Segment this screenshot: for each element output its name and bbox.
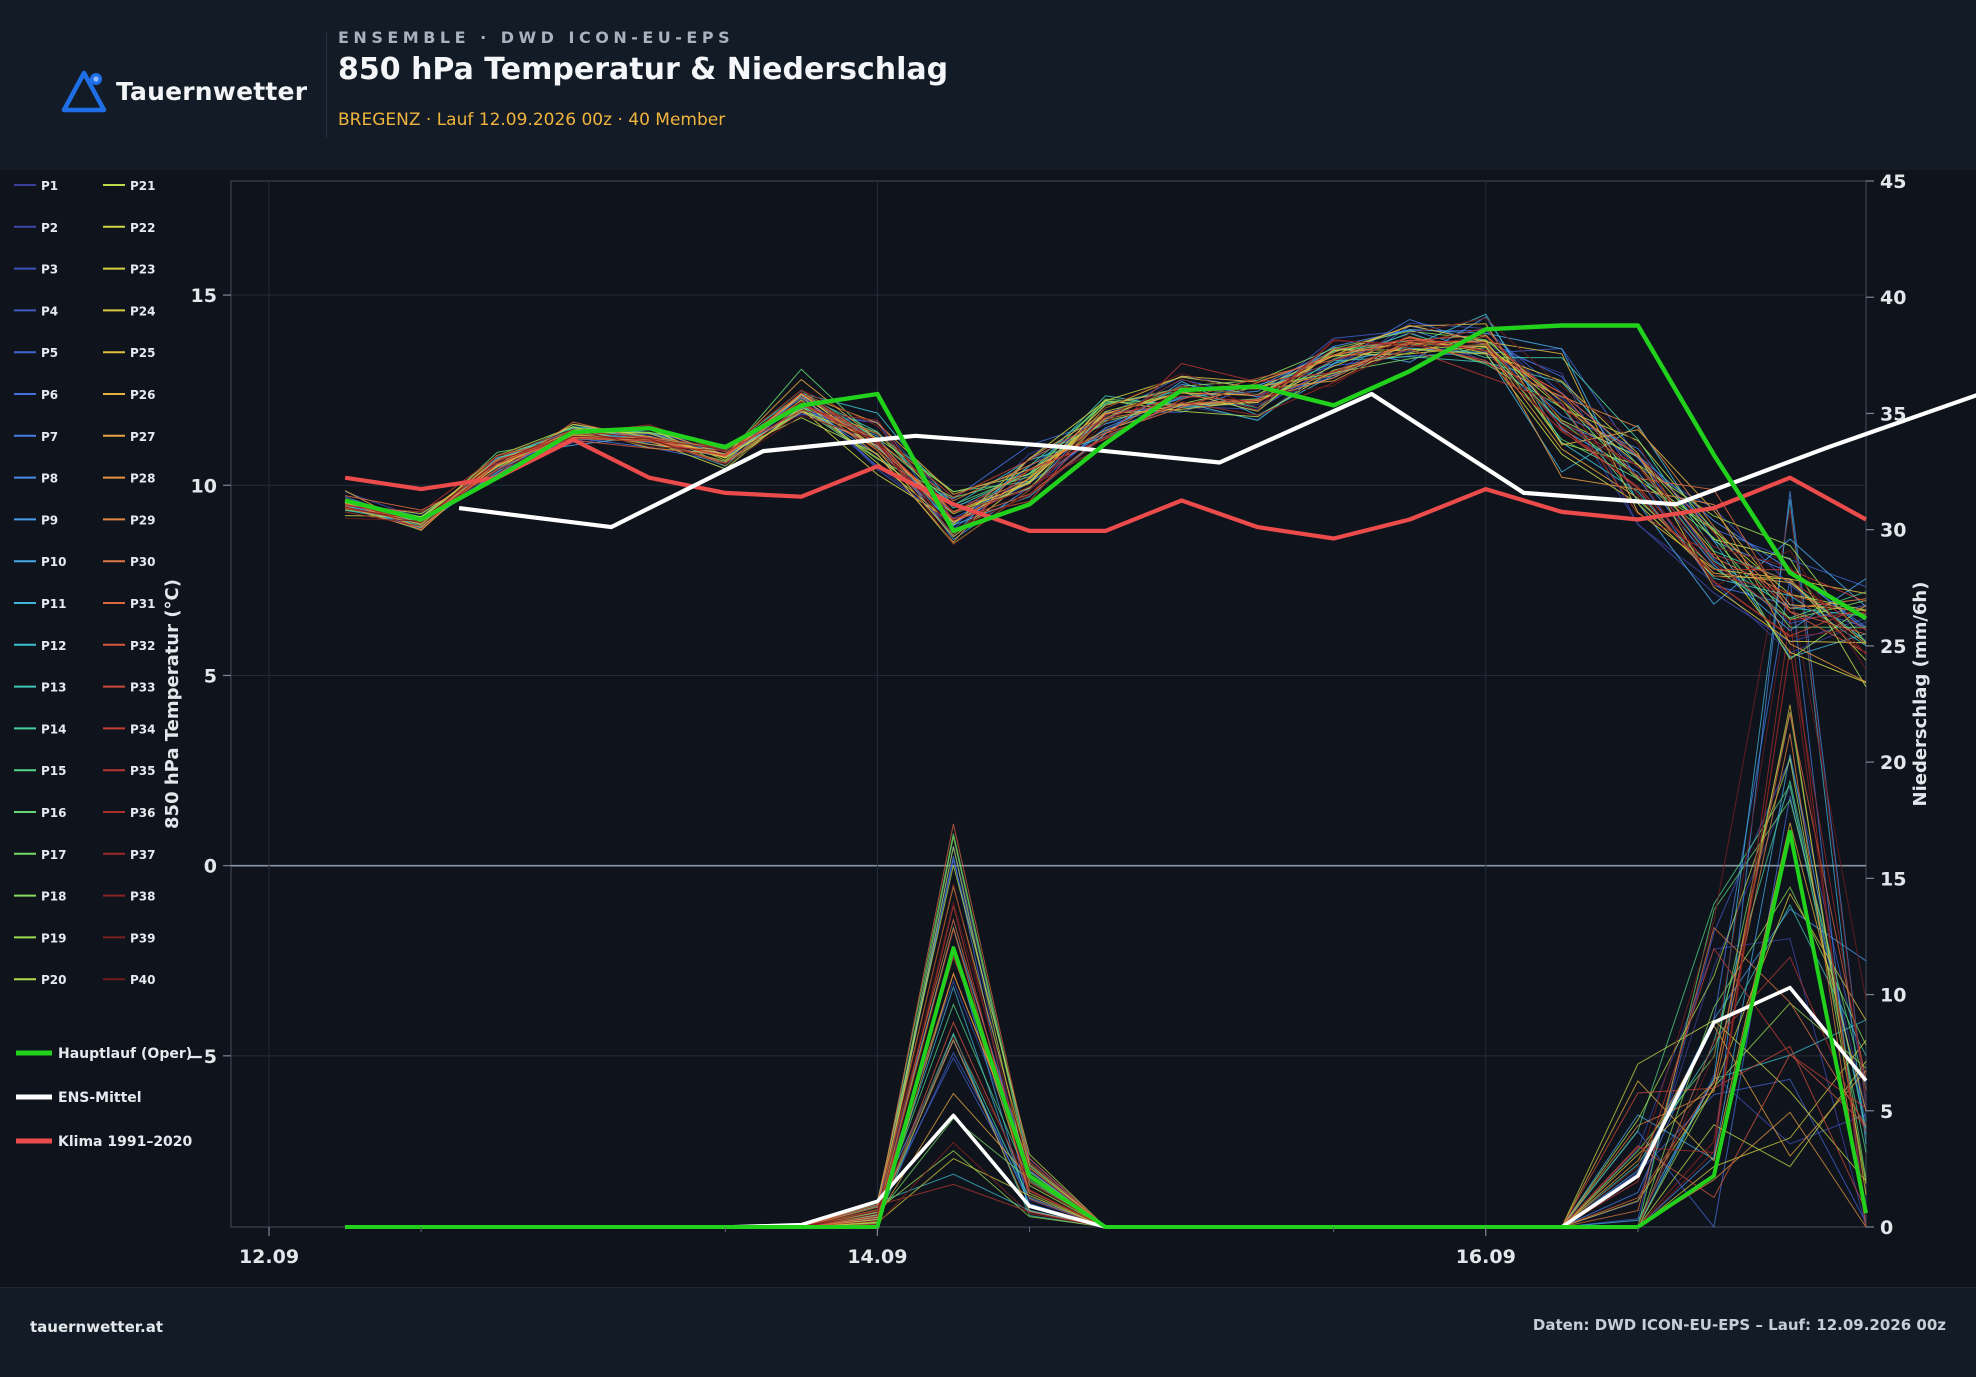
axis-layer: 15 10 5 0 −5 12.09 14.09 16.09 45 40 35 30 25 20 15 10 5… [162,171,1931,1268]
brand-name: Tauernwetter [116,76,308,106]
member-temp-line [344,325,1867,628]
xtick-label: 14.09 [847,1246,907,1268]
legend-member-label: P11 [41,597,67,611]
legend-member-label: P5 [41,346,58,360]
plot-frame [230,180,1867,1228]
legend-member-label: P20 [41,973,67,987]
legend-member-label: P30 [130,555,156,569]
legend-member-label: P3 [41,263,58,277]
legend-member-label: P21 [130,179,156,193]
legend-member-label: P14 [41,722,67,736]
oper-precip-line [345,829,1868,1229]
ens-mean-temp-line [458,391,1976,530]
legend-member-label: P28 [130,472,156,486]
legend-member-label: P10 [41,555,67,569]
member-temp-line [345,337,1867,635]
ytick-left-label: 0 [204,856,217,878]
grid-layer [230,180,1867,1228]
legend-member-label: P13 [41,681,67,695]
xtick-label: 12.09 [239,1246,299,1268]
legend-member-label: P29 [130,513,156,527]
legend-member-label: P4 [41,304,58,318]
legend-member-label: P38 [130,890,156,904]
legend-member-label: P37 [130,848,156,862]
site-link[interactable]: tauernwetter.at [30,1318,164,1336]
ytick-left-label: 10 [191,475,217,497]
legend: P1 P2 P3 P4 P5 P6 P7 P8 P9 P10 P11 P12 P13 P14 P15 P16 P… [14,179,193,1150]
legend-member-label: P25 [130,346,156,360]
legend-member-label: P26 [130,388,156,402]
page-title: 850 hPa Temperatur & Niederschlag [338,52,949,87]
legend-member-label: P12 [41,639,67,653]
legend-member-label: P16 [41,806,67,820]
data-source: Daten: DWD ICON-EU-EPS – Lauf: 12.09.202… [1532,1316,1946,1334]
legend-mean-label: ENS-Mittel [58,1090,142,1106]
legend-member-label: P34 [130,722,156,736]
member-temp-line [345,336,1867,654]
legend-member-label: P19 [41,931,67,945]
legend-member-label: P40 [130,973,156,987]
legend-member-label: P6 [41,388,58,402]
header-divider [326,32,327,138]
precipitation-layer [345,491,1868,1229]
legend-member-label: P31 [130,597,156,611]
ytick-right-label: 5 [1880,1101,1893,1123]
legend-oper-label: Hauptlauf (Oper) [58,1046,192,1062]
legend-climate-label: Klima 1991–2020 [58,1134,193,1150]
member-temp-line [345,340,1867,638]
ytick-right-label: 35 [1880,403,1906,425]
legend-member-label: P32 [130,639,156,653]
legend-member-label: P27 [130,430,156,444]
run-subtitle: BREGENZ · Lauf 12.09.2026 00z · 40 Membe… [338,110,726,130]
legend-member-label: P2 [41,221,58,235]
ytick-left-label: 15 [191,285,217,307]
ytick-right-label: 30 [1880,520,1906,542]
legend-member-label: P35 [130,764,156,778]
legend-member-label: P23 [130,263,156,277]
oper-temp-line [344,323,1868,621]
xtick-label: 16.09 [1456,1246,1516,1268]
ytick-right-label: 45 [1880,171,1906,193]
member-temp-line [344,339,1867,655]
eyebrow: ENSEMBLE · DWD ICON-EU-EPS [338,28,735,47]
member-temp-line [345,317,1867,670]
ytick-left-label: 5 [204,665,217,687]
ytick-right-label: 25 [1880,636,1906,658]
legend-member-label: P15 [41,764,67,778]
member-temp-line [344,343,1867,603]
logo[interactable]: Tauernwetter [60,66,307,116]
climate-line [344,437,1868,541]
ensemble-chart: 15 10 5 0 −5 12.09 14.09 16.09 45 40 35 30 25 20 15 10 5… [14,171,1976,1268]
mountain-logo-icon [61,70,107,113]
ytick-right-label: 0 [1880,1217,1893,1239]
footer: tauernwetter.at Daten: DWD ICON-EU-EPS –… [0,1287,1976,1377]
ytick-left-label: −5 [188,1046,217,1068]
legend-member-label: P24 [130,304,156,318]
ylabel-right: Niederschlag (mm/6h) [1910,582,1931,807]
ytick-right-label: 10 [1880,985,1906,1007]
legend-member-label: P33 [130,681,156,695]
legend-member-label: P39 [130,931,156,945]
legend-member-label: P8 [41,472,58,486]
ytick-right-label: 40 [1880,287,1906,309]
legend-member-label: P22 [130,221,156,235]
temperature-layer [344,313,1976,688]
ytick-right-label: 20 [1880,752,1906,774]
legend-member-label: P1 [41,179,58,193]
legend-member-label: P7 [41,430,58,444]
legend-member-label: P17 [41,848,67,862]
legend-member-label: P18 [41,890,67,904]
legend-member-label: P9 [41,513,58,527]
member-temp-line [345,348,1867,631]
legend-member-label: P36 [130,806,156,820]
ylabel-left: 850 hPa Temperatur (°C) [162,579,183,829]
header: Tauernwetter ENSEMBLE · DWD ICON-EU-EPS … [0,0,1976,170]
ytick-right-label: 15 [1880,868,1906,890]
